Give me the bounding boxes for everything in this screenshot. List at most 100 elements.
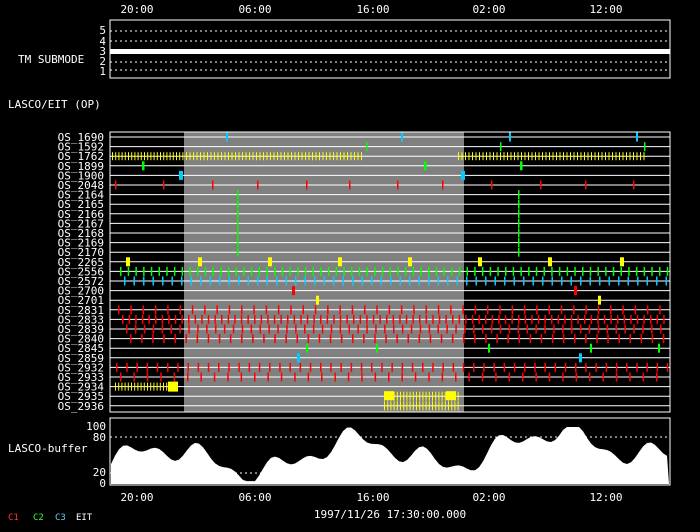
row-marker [429,334,432,344]
row-marker [599,276,601,286]
row-marker [292,286,295,296]
row-marker [381,362,383,372]
row-marker [349,180,351,190]
row-marker [290,305,292,315]
row-marker [540,180,542,190]
row-marker [520,266,522,276]
row-marker [475,276,477,286]
row-marker [321,324,324,334]
row-marker [348,324,350,334]
top-tick-1: 06:00 [238,3,271,16]
row-marker [447,276,449,286]
row-marker [642,324,644,334]
row-marker [267,372,269,382]
row-marker [608,276,610,286]
row-marker [608,152,610,161]
row-marker [504,314,507,324]
row-marker [420,266,422,276]
row-marker [238,362,240,372]
row-marker [564,362,567,372]
row-marker [160,152,161,161]
row-marker [408,257,412,267]
row-marker [191,305,194,315]
row-marker [224,152,226,161]
row-marker [245,152,247,161]
row-marker [497,266,499,276]
row-marker [523,276,525,286]
row-marker [187,372,189,382]
buffer-label: LASCO-buffer [8,442,88,455]
timestamp: 1997/11/26 17:30:00.000 [314,508,466,521]
row-marker [443,266,445,276]
row-marker [414,372,417,382]
row-marker [196,334,199,344]
row-marker [330,324,333,334]
row-marker [307,372,310,382]
row-marker [237,238,239,248]
row-label: OS_2934 [58,381,105,394]
row-marker [428,324,431,334]
row-marker [134,324,137,334]
row-marker [496,334,498,344]
row-marker [250,324,253,334]
row-marker [499,305,501,315]
row-marker [342,276,344,286]
row-marker [428,276,430,286]
row-marker [605,266,607,276]
row-marker [352,334,354,344]
row-marker [615,324,617,334]
row-marker [312,324,315,334]
top-tick-4: 12:00 [589,3,622,16]
row-marker [277,305,280,315]
row-marker [412,391,414,401]
row-marker [444,391,446,401]
row-marker [361,372,363,382]
row-marker [656,372,658,382]
row-marker [544,324,546,334]
row-label: OS_1900 [58,169,104,182]
row-marker [140,152,142,161]
row-marker [146,362,149,372]
row-marker [228,276,230,286]
row-marker [381,266,384,276]
row-marker [133,372,135,382]
row-marker [618,276,620,286]
row-marker [363,334,365,344]
row-marker [173,266,176,276]
row-marker [399,314,401,324]
row-marker [268,257,272,267]
row-marker [130,334,132,344]
row-marker [428,266,430,276]
row-marker [435,266,438,276]
row-marker [131,382,132,391]
row-marker [425,391,427,401]
row-marker [463,334,465,344]
row-marker [401,372,403,382]
row-marker [124,276,126,286]
row-marker [122,314,124,324]
row-marker [200,372,202,382]
row-marker [189,152,191,161]
row-marker [358,266,361,276]
row-marker [339,314,342,324]
row-marker [646,276,648,286]
row-marker [590,343,592,353]
row-marker [393,391,395,401]
row-marker [587,152,589,161]
row-marker [548,305,550,315]
row-marker [296,334,298,344]
row-marker [384,324,386,334]
row-marker [289,362,291,372]
row-marker [274,334,276,344]
row-marker [294,372,296,382]
row-marker [241,324,244,334]
row-marker [168,314,170,324]
row-marker [357,324,359,334]
row-marker [237,190,239,200]
row-marker [327,266,330,276]
row-marker [597,314,599,324]
row-marker [465,152,466,161]
row-marker [551,334,554,344]
row-marker [521,152,522,161]
row-marker [486,152,487,161]
